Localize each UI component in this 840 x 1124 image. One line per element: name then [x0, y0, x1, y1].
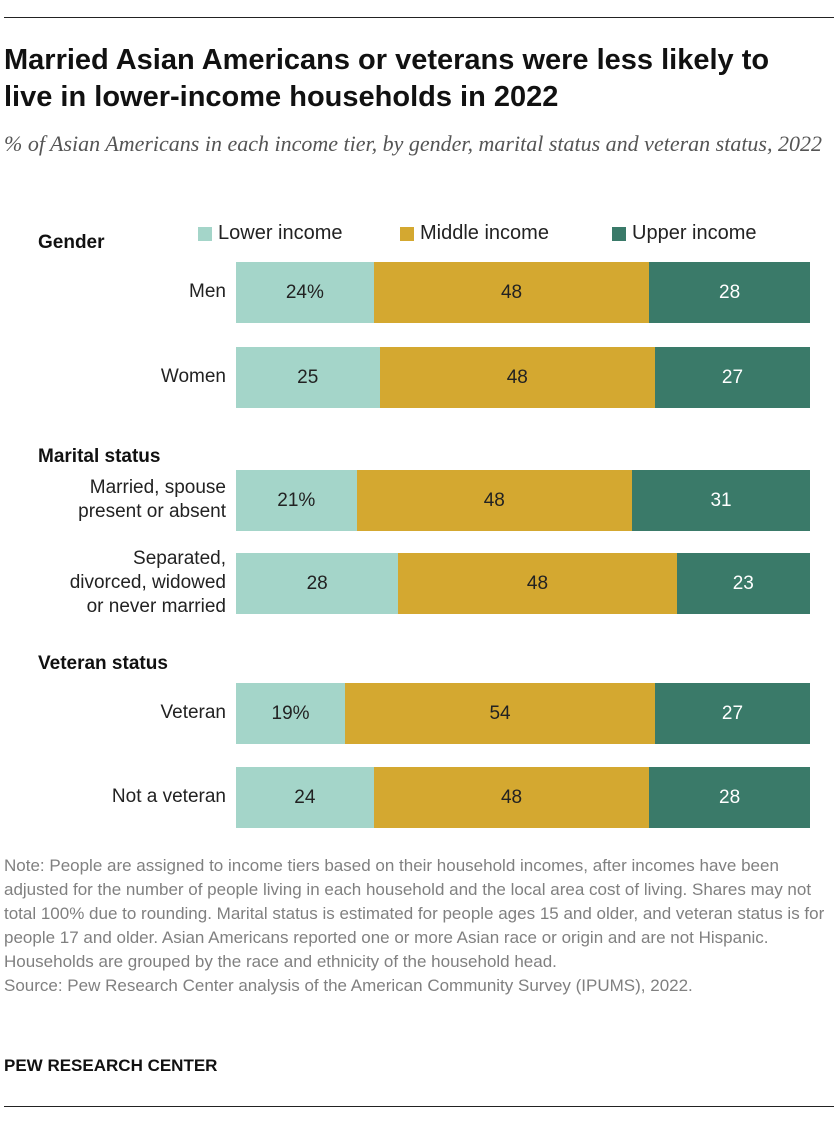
legend: Lower income Middle income Upper income — [0, 222, 840, 246]
bar-row: 25 48 27 — [236, 347, 810, 408]
data-label: 54 — [489, 702, 511, 724]
data-label: 25 — [297, 366, 319, 388]
bar-row: 21% 48 31 — [236, 470, 810, 531]
data-label: 24% — [285, 281, 324, 303]
legend-swatch-upper — [612, 226, 626, 241]
chart-note: Note: People are assigned to income tier… — [4, 854, 834, 998]
row-label-line: divorced, widowed — [69, 572, 226, 593]
data-label: 23 — [732, 572, 754, 594]
row-label: Veteran — [6, 701, 227, 725]
data-label: 24 — [294, 786, 316, 808]
row-label-line: Women — [160, 366, 226, 387]
bar-segment-upper-income: 28 — [649, 767, 810, 828]
data-label: 48 — [483, 489, 505, 511]
data-label: 28 — [306, 572, 328, 594]
bar-segment-lower-income: 28 — [236, 553, 399, 614]
row-label-line: present or absent — [78, 501, 226, 522]
data-label: 28 — [719, 786, 741, 808]
bar-segment-lower-income: 25 — [236, 347, 380, 408]
bar-segment-middle-income: 54 — [345, 683, 655, 744]
data-label: 28 — [719, 281, 741, 303]
data-label: 48 — [506, 366, 528, 388]
legend-item-upper: Upper income — [612, 222, 757, 245]
row-label-line: Married, spouse — [89, 477, 226, 498]
row-label: Women — [6, 365, 226, 389]
bar-segment-upper-income: 31 — [632, 470, 810, 531]
bar-segment-middle-income: 48 — [373, 767, 650, 828]
pew-logo-text: PEW RESEARCH CENTER — [4, 1056, 218, 1075]
data-label: 27 — [721, 702, 744, 724]
bar-segment-upper-income: 27 — [655, 347, 810, 408]
bar-segment-upper-income: 23 — [676, 553, 810, 614]
bottom-rule — [4, 1106, 834, 1107]
data-label: 21% — [277, 489, 316, 511]
bar-row: 24 48 28 — [236, 767, 810, 828]
bar-segment-upper-income: 28 — [649, 262, 810, 323]
row-label-line: Men — [189, 281, 226, 302]
row-label-line: Not a veteran — [111, 786, 226, 807]
bar-row: 28 48 23 — [236, 553, 810, 614]
section-label-veteran: Veteran status — [38, 653, 168, 674]
bar-row: 19% 54 27 — [236, 683, 810, 744]
legend-item-middle: Middle income — [400, 222, 549, 245]
legend-swatch-middle — [400, 226, 414, 241]
row-label-line: Veteran — [160, 702, 227, 723]
bar-segment-middle-income: 48 — [379, 347, 656, 408]
legend-label-lower: Lower income — [218, 222, 343, 244]
bar-row: 24% 48 28 — [236, 262, 810, 323]
chart-title: Married Asian Americans or veterans were… — [4, 44, 770, 113]
note-text: Note: People are assigned to income tier… — [4, 856, 825, 971]
data-label: 19% — [271, 702, 310, 724]
row-label-line: or never married — [86, 596, 226, 617]
bar-segment-middle-income: 48 — [373, 262, 650, 323]
row-label: Separated, divorced, widowed or never marr… — [6, 547, 226, 619]
legend-swatch-lower — [198, 226, 212, 241]
data-label: 48 — [526, 572, 549, 594]
data-label: 27 — [721, 366, 744, 388]
row-label: Men — [6, 280, 226, 304]
chart-subtitle: % of Asian Americans in each income tier… — [4, 131, 822, 156]
bar-segment-lower-income: 24% — [236, 262, 374, 323]
bar-segment-middle-income: 48 — [356, 470, 633, 531]
data-label: 31 — [710, 489, 732, 511]
legend-label-middle: Middle income — [420, 222, 549, 244]
section-label-marital: Marital status — [38, 446, 161, 467]
data-label: 48 — [500, 786, 523, 808]
bar-segment-upper-income: 27 — [655, 683, 810, 744]
bar-segment-lower-income: 19% — [236, 683, 346, 744]
legend-label-upper: Upper income — [632, 222, 757, 244]
section-label-gender: Gender — [38, 232, 105, 253]
source-text: Source: Pew Research Center analysis of … — [4, 976, 693, 995]
row-label: Not a veteran — [6, 785, 226, 809]
data-label: 48 — [500, 281, 523, 303]
legend-item-lower: Lower income — [198, 222, 343, 245]
bar-segment-lower-income: 21% — [236, 470, 357, 531]
top-rule — [4, 17, 834, 18]
row-label-line: Separated, — [133, 548, 226, 569]
bar-segment-lower-income: 24 — [236, 767, 374, 828]
row-label: Married, spouse present or absent — [6, 476, 226, 524]
bar-segment-middle-income: 48 — [398, 553, 677, 614]
